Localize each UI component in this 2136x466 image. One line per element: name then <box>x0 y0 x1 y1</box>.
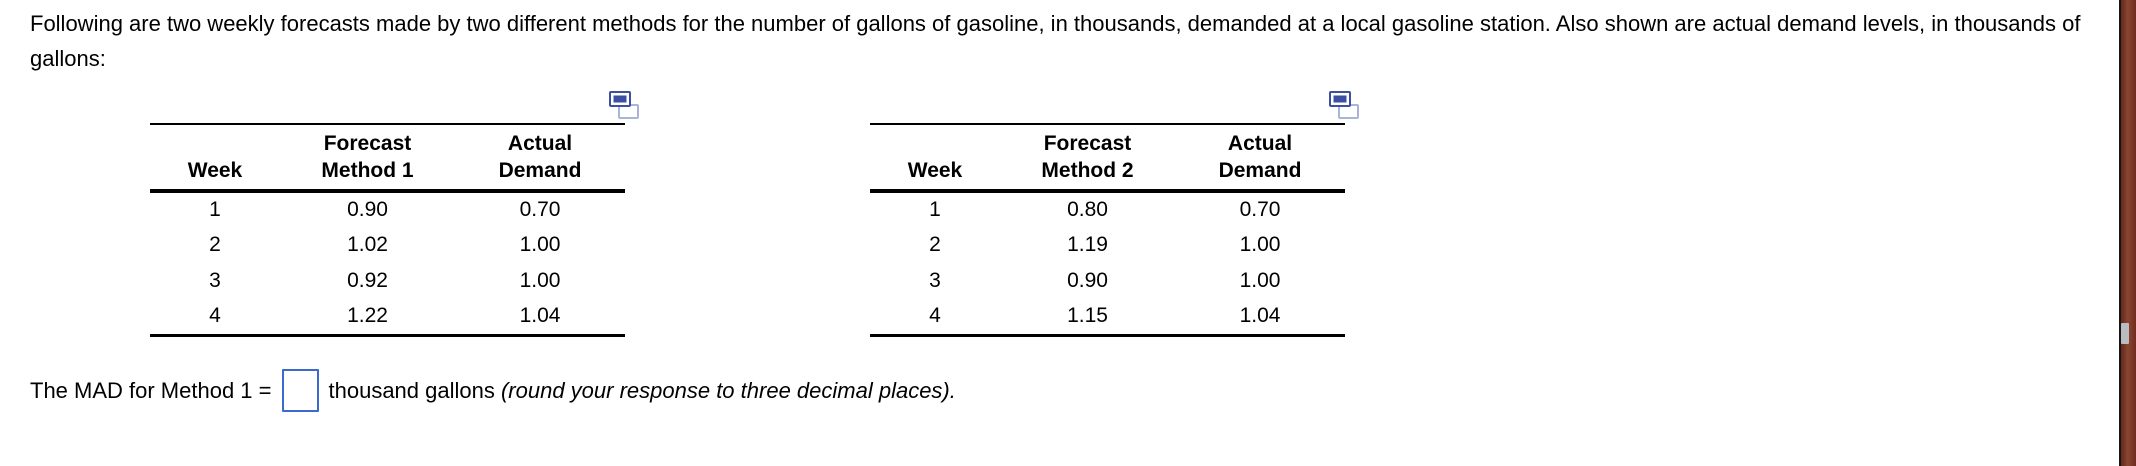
actual-cell: 1.04 <box>1239 304 1281 328</box>
week-cell: 2 <box>209 233 221 256</box>
mad-question-rounding-note: (round your response to three decimal pl… <box>500 377 956 403</box>
week-cell: 1 <box>929 198 941 221</box>
week-cell: 3 <box>209 269 221 292</box>
question-intro-text: Following are two weekly forecasts made … <box>30 11 2081 71</box>
forecast-cell: 0.80 <box>1067 198 1108 221</box>
forecast-cell: 0.90 <box>347 198 388 221</box>
table-row: 1 0.80 0.70 <box>870 191 1345 227</box>
mad-question-units: thousand gallons <box>328 377 501 403</box>
header-forecast-method-1: Forecast Method 1 <box>321 132 414 182</box>
actual-cell: 0.70 <box>1239 198 1281 221</box>
mad-question-prefix: The MAD for Method 1 = <box>30 377 272 403</box>
copy-table-icon[interactable] <box>609 91 639 119</box>
mad-question-line: The MAD for Method 1 = thousand gallons … <box>30 369 956 412</box>
actual-cell: 0.70 <box>519 198 561 221</box>
header-actual-demand: Actual Demand <box>498 132 582 182</box>
mad-answer-input[interactable] <box>281 369 319 412</box>
header-week: Week <box>187 159 243 182</box>
table-row: 3 0.90 1.00 <box>870 263 1345 299</box>
header-forecast-method-2: Forecast Method 2 <box>1041 132 1134 182</box>
table-row: 3 0.92 1.00 <box>150 263 625 299</box>
week-cell: 3 <box>929 269 941 292</box>
table-row: 1 0.90 0.70 <box>150 191 625 227</box>
forecast-table-method-2: Week Forecast Method 2 Actual Demand 1 0.8… <box>870 91 1359 337</box>
forecast-cell: 1.19 <box>1067 233 1108 256</box>
forecast-cell: 0.92 <box>347 269 388 292</box>
forecast-cell: 1.02 <box>347 233 388 256</box>
copy-icon-front-rect <box>609 91 631 107</box>
table-row: 2 1.02 1.00 <box>150 227 625 263</box>
table-row: 4 1.22 1.04 <box>150 299 625 335</box>
table-row: 2 1.19 1.00 <box>870 227 1345 263</box>
week-cell: 2 <box>929 233 941 256</box>
data-table: Week Forecast Method 1 Actual Demand 1 0.9… <box>150 123 625 337</box>
table-row: 4 1.15 1.04 <box>870 299 1345 335</box>
forecast-cell: 1.22 <box>347 304 388 328</box>
actual-cell: 1.00 <box>1239 233 1281 256</box>
actual-cell: 1.04 <box>519 304 561 328</box>
actual-cell: 1.00 <box>519 233 561 256</box>
data-table: Week Forecast Method 2 Actual Demand 1 0.8… <box>870 123 1345 337</box>
table-header-row: Week Forecast Method 1 Actual Demand <box>150 124 625 191</box>
week-cell: 4 <box>209 304 221 328</box>
week-cell: 1 <box>209 198 221 221</box>
copy-icon-front-rect <box>1329 91 1351 107</box>
actual-cell: 1.00 <box>1239 269 1281 292</box>
header-actual-demand: Actual Demand <box>1218 132 1302 182</box>
forecast-cell: 0.90 <box>1067 269 1108 292</box>
scrollbar-thumb[interactable] <box>2121 323 2129 344</box>
actual-cell: 1.00 <box>519 269 561 292</box>
forecast-table-method-1: Week Forecast Method 1 Actual Demand 1 0.9… <box>150 91 639 337</box>
right-edge-scrollbar[interactable] <box>2119 0 2136 466</box>
forecast-cell: 1.15 <box>1067 304 1108 328</box>
copy-table-icon[interactable] <box>1329 91 1359 119</box>
table-header-row: Week Forecast Method 2 Actual Demand <box>870 124 1345 191</box>
week-cell: 4 <box>929 304 941 328</box>
header-week: Week <box>907 159 963 182</box>
